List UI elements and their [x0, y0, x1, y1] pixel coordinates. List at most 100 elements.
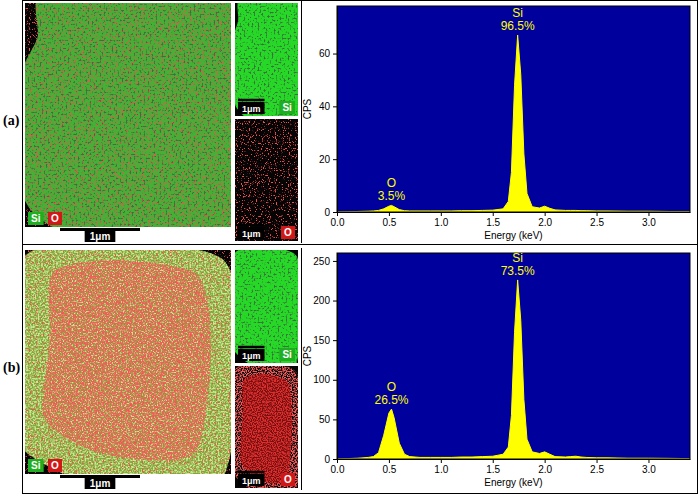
x-tick-mark: [648, 212, 649, 216]
x-tick-label: 0.0: [331, 217, 345, 228]
y-tick: 150: [313, 335, 337, 346]
x-tick: 1.0: [434, 212, 448, 228]
scale-bar: 1μm: [238, 225, 265, 239]
y-axis-line: [337, 254, 338, 460]
x-tick-label: 3.0: [642, 464, 656, 475]
scale-bar-box: [238, 102, 265, 114]
scale-bar: 1μm: [238, 472, 265, 486]
element-label-box: [28, 212, 44, 225]
image-background: [25, 3, 231, 227]
x-tick-label: 0.0: [331, 464, 345, 475]
element-label: O: [48, 212, 62, 225]
x-axis-line: [338, 212, 691, 213]
element-signal: [235, 366, 298, 488]
y-tick-label: 0: [324, 207, 330, 218]
y-tick: 250: [313, 256, 337, 267]
x-tick-label: 1.0: [434, 217, 448, 228]
y-tick-mark: [333, 261, 337, 262]
peak-annotation: O: [387, 380, 396, 394]
x-tick: 0.5: [382, 459, 396, 475]
x-tick-label: 2.5: [590, 217, 604, 228]
x-axis-title: Energy (keV): [484, 230, 542, 241]
particle-texture: [25, 250, 231, 474]
scale-bar: 1μm: [238, 100, 265, 114]
element-texture: [235, 3, 298, 116]
particle: [25, 3, 231, 227]
figure: (a)SiO1μm1μmSi1μmO(b)SiO1μm1μmSi1μmO0.00…: [0, 0, 700, 496]
y-tick-mark: [333, 212, 337, 213]
y-tick-label: 150: [313, 335, 330, 346]
y-tick-label: 50: [319, 414, 331, 425]
scale-bar-box: [85, 231, 116, 242]
x-tick: 1.0: [434, 459, 448, 475]
composite-map: [25, 250, 231, 474]
x-tick-label: 1.5: [486, 464, 500, 475]
peak-annotation: 26.5%: [374, 393, 408, 407]
x-tick-label: 3.0: [642, 217, 656, 228]
y-tick-mark: [333, 380, 337, 381]
row-divider: [22, 244, 698, 245]
y-axis-title: CPS: [302, 345, 313, 366]
element-label: O: [48, 459, 62, 472]
scale-bar-text: 1μm: [242, 351, 261, 361]
plot-background: [337, 6, 690, 212]
scale-bar-line: [238, 99, 265, 102]
element-label-text: Si: [282, 102, 292, 113]
element-label-box: [281, 226, 295, 239]
element-signal-core: [240, 374, 292, 484]
element-label-text: Si: [31, 213, 41, 224]
outer-frame: [23, 1, 698, 494]
x-tick-mark: [597, 212, 598, 216]
scale-bar-box: [238, 227, 265, 239]
element-label: Si: [28, 212, 44, 225]
scale-bar-text: 1μm: [242, 104, 261, 114]
x-tick-mark: [441, 459, 442, 463]
element-label-text: Si: [282, 349, 292, 360]
y-tick: 200: [313, 295, 337, 306]
x-tick: 3.0: [642, 459, 656, 475]
element-label-text: O: [284, 227, 292, 238]
image-background: [25, 250, 231, 474]
scale-bar-line: [238, 471, 265, 474]
oxygen-speckle: [25, 3, 231, 227]
x-tick-mark: [389, 459, 390, 463]
element-label-text: O: [51, 460, 59, 471]
x-tick: 0.5: [382, 212, 396, 228]
scale-bar: 1μm: [238, 347, 265, 361]
x-tick: 1.5: [486, 459, 500, 475]
y-tick-label: 60: [319, 48, 331, 59]
element-label-box: [279, 348, 295, 361]
scale-bar-box: [238, 474, 265, 486]
panel-label: (a): [3, 113, 20, 129]
element-map: [235, 250, 298, 363]
y-axis: 0204060: [319, 7, 338, 218]
x-tick-label: 2.0: [538, 217, 552, 228]
x-tick-mark: [648, 459, 649, 463]
element-label-box: [28, 459, 44, 472]
y-tick-label: 250: [313, 256, 330, 267]
element-map: [235, 366, 298, 488]
plot-area: [337, 35, 690, 212]
element-label-text: Si: [31, 460, 41, 471]
element-label: Si: [279, 101, 295, 114]
element-label: O: [281, 226, 295, 239]
peak-annotation: 3.5%: [378, 189, 406, 203]
element-label: Si: [279, 348, 295, 361]
x-tick-mark: [545, 212, 546, 216]
y-tick-mark: [333, 301, 337, 302]
x-tick: 0.0: [331, 212, 345, 228]
x-tick-mark: [597, 459, 598, 463]
plot-frame: [337, 253, 690, 459]
scale-bar-box: [85, 478, 116, 489]
x-tick-label: 2.5: [590, 464, 604, 475]
plot-area: [337, 280, 690, 459]
y-tick-mark: [333, 106, 337, 107]
peak-annotation: 73.5%: [501, 264, 535, 278]
element-label-box: [279, 101, 295, 114]
oxygen-speckle-dense: [43, 260, 211, 461]
x-tick-mark: [545, 459, 546, 463]
scale-bar-line: [238, 346, 265, 349]
x-tick: 2.0: [538, 459, 552, 475]
y-tick-label: 40: [319, 101, 331, 112]
x-tick-label: 0.5: [382, 464, 396, 475]
